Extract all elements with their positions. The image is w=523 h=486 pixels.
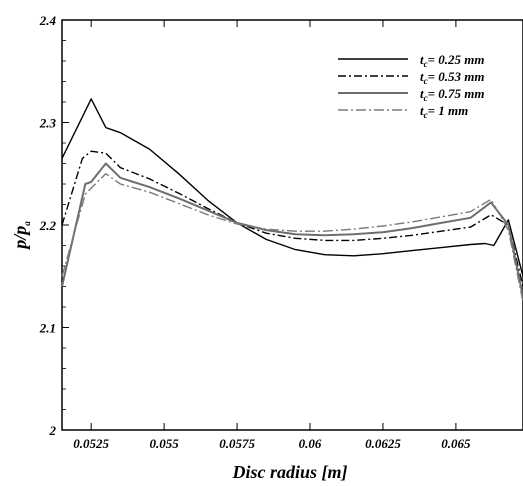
y-tick-label: 2 <box>49 423 57 438</box>
series-line-1 <box>61 98 523 277</box>
y-axis: 2 2.1 2.2 2.3 2.4 <box>39 13 69 438</box>
series-line-4 <box>61 173 523 303</box>
x-tick-label: 0.065 <box>441 436 471 451</box>
y-tick-label: 2.1 <box>39 321 56 336</box>
x-axis: 0.0525 0.055 0.0575 0.06 0.0625 0.065 <box>73 20 471 451</box>
legend-label-1: tc= 0.25 mm <box>420 52 485 69</box>
y-tick-label: 2.2 <box>39 218 57 233</box>
y-tick-label: 2.4 <box>39 13 57 28</box>
x-tick-label: 0.0625 <box>365 436 401 451</box>
series-layer <box>61 98 523 303</box>
x-tick-label: 0.0525 <box>73 436 109 451</box>
x-axis-title: Disc radius [m] <box>231 462 347 482</box>
series-line-2 <box>61 150 523 287</box>
y-axis-title: p/pa <box>10 221 32 251</box>
legend-label-2: tc= 0.53 mm <box>420 69 485 86</box>
x-tick-label: 0.0575 <box>219 436 255 451</box>
legend-label-3: tc= 0.75 mm <box>420 86 485 103</box>
x-tick-label: 0.055 <box>149 436 179 451</box>
plot-area <box>61 19 523 431</box>
x-tick-label: 0.06 <box>299 436 322 451</box>
y-tick-label: 2.3 <box>39 116 57 131</box>
series-line-3 <box>61 162 523 297</box>
legend-label-4: tc= 1 mm <box>420 103 468 120</box>
